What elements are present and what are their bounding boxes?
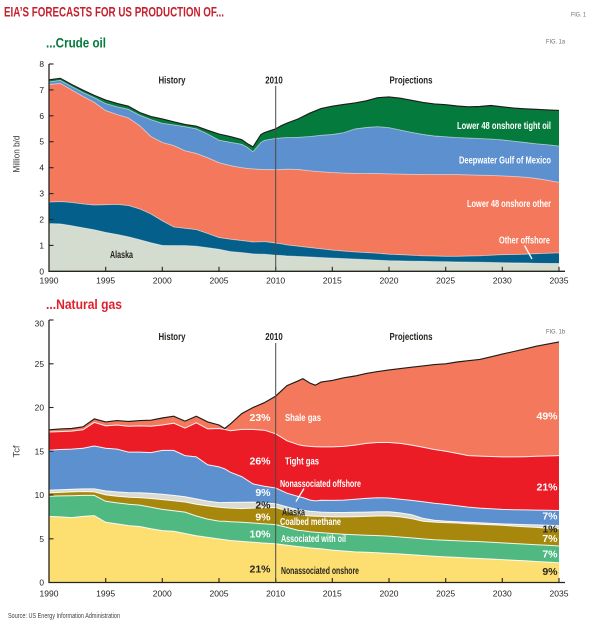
svg-text:2010: 2010 — [265, 332, 283, 343]
svg-text:2015: 2015 — [323, 589, 342, 599]
svg-text:1%: 1% — [542, 524, 558, 536]
svg-text:EIA’S FORECASTS FOR US PRODUCT: EIA’S FORECASTS FOR US PRODUCTION OF... — [4, 4, 224, 20]
svg-text:2010: 2010 — [265, 76, 283, 87]
svg-text:25: 25 — [35, 359, 45, 369]
svg-text:Tcf: Tcf — [12, 445, 22, 458]
svg-text:2010: 2010 — [266, 589, 285, 599]
svg-text:FIG. 1b: FIG. 1b — [546, 329, 565, 336]
svg-text:7: 7 — [39, 85, 44, 95]
svg-text:9%: 9% — [255, 487, 271, 499]
svg-text:2035: 2035 — [550, 589, 569, 599]
svg-text:2030: 2030 — [493, 276, 512, 286]
svg-text:Million b/d: Million b/d — [12, 136, 22, 173]
svg-text:1995: 1995 — [96, 276, 115, 286]
svg-text:...Crude oil: ...Crude oil — [46, 34, 106, 50]
svg-text:Other offshore: Other offshore — [499, 236, 550, 247]
svg-text:Lower 48 onshore tight oil: Lower 48 onshore tight oil — [457, 121, 551, 132]
svg-text:2025: 2025 — [436, 589, 455, 599]
svg-text:2030: 2030 — [493, 589, 512, 599]
svg-text:26%: 26% — [249, 456, 271, 468]
svg-text:2010: 2010 — [266, 276, 285, 286]
svg-text:2020: 2020 — [380, 276, 399, 286]
svg-text:History: History — [159, 76, 186, 87]
svg-text:...Natural gas: ...Natural gas — [46, 296, 122, 312]
svg-text:2025: 2025 — [436, 276, 455, 286]
svg-text:2000: 2000 — [153, 589, 172, 599]
svg-text:Nonassociated offshore: Nonassociated offshore — [280, 479, 361, 490]
svg-text:1: 1 — [39, 240, 44, 250]
svg-text:2015: 2015 — [323, 276, 342, 286]
svg-text:23%: 23% — [249, 412, 271, 424]
svg-text:7%: 7% — [542, 511, 558, 523]
svg-text:2020: 2020 — [380, 589, 399, 599]
svg-text:2000: 2000 — [153, 276, 172, 286]
svg-text:Lower 48 onshore other: Lower 48 onshore other — [467, 199, 551, 210]
svg-text:1990: 1990 — [40, 589, 59, 599]
svg-text:5: 5 — [39, 534, 44, 544]
svg-text:8: 8 — [39, 59, 44, 69]
svg-text:Coalbed methane: Coalbed methane — [280, 517, 341, 528]
svg-text:2005: 2005 — [210, 589, 229, 599]
svg-text:10%: 10% — [249, 529, 271, 541]
svg-text:2: 2 — [39, 214, 44, 224]
svg-text:Shale gas: Shale gas — [285, 413, 321, 424]
svg-text:Associated with oil: Associated with oil — [281, 534, 346, 545]
svg-text:5: 5 — [39, 137, 44, 147]
svg-text:0: 0 — [39, 578, 44, 588]
svg-text:21%: 21% — [536, 482, 558, 494]
svg-text:9%: 9% — [255, 512, 271, 524]
svg-text:1995: 1995 — [96, 589, 115, 599]
svg-text:7%: 7% — [542, 549, 558, 561]
svg-text:30: 30 — [35, 319, 45, 329]
svg-text:2%: 2% — [255, 499, 271, 511]
svg-text:21%: 21% — [249, 564, 271, 576]
svg-text:Deepwater Gulf of Mexico: Deepwater Gulf of Mexico — [459, 156, 551, 167]
svg-text:1990: 1990 — [40, 276, 59, 286]
svg-text:Alaska: Alaska — [110, 250, 133, 261]
svg-text:Projections: Projections — [390, 332, 433, 343]
svg-text:4: 4 — [39, 163, 44, 173]
svg-text:6: 6 — [39, 111, 44, 121]
svg-text:Nonassociated onshore: Nonassociated onshore — [281, 566, 359, 577]
svg-text:FIG. 1a: FIG. 1a — [546, 39, 565, 46]
svg-text:Source: US Energy Information: Source: US Energy Information Administra… — [8, 613, 120, 620]
svg-text:Tight gas: Tight gas — [285, 457, 319, 468]
svg-text:49%: 49% — [536, 411, 558, 423]
svg-text:History: History — [159, 332, 186, 343]
svg-text:20: 20 — [35, 403, 45, 413]
svg-text:9%: 9% — [542, 566, 558, 578]
svg-text:Projections: Projections — [390, 76, 433, 87]
svg-text:3: 3 — [39, 189, 44, 199]
svg-text:10: 10 — [35, 490, 45, 500]
svg-text:0: 0 — [39, 266, 44, 276]
svg-text:15: 15 — [35, 446, 45, 456]
svg-text:FIG. 1: FIG. 1 — [571, 12, 586, 19]
svg-text:2035: 2035 — [550, 276, 569, 286]
svg-text:Alaska: Alaska — [282, 508, 305, 519]
svg-text:7%: 7% — [542, 533, 558, 545]
svg-text:2005: 2005 — [210, 276, 229, 286]
